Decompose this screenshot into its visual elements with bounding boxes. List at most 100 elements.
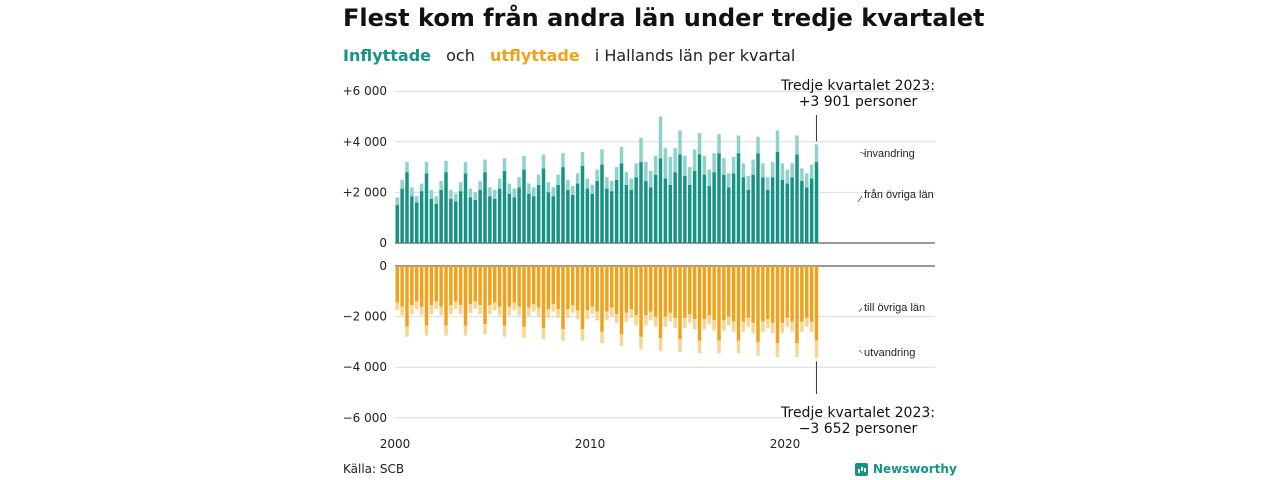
bar-to-other-counties [429, 266, 434, 306]
bar-immigration [458, 182, 463, 192]
bar-emigration [493, 302, 497, 311]
bar-immigration [527, 183, 531, 194]
bar-immigration [497, 178, 502, 189]
bar-from-other-counties [507, 193, 512, 243]
annotation-bottom-line2: −3 652 personer [799, 421, 918, 437]
bar-from-other-counties [405, 172, 409, 243]
bar-emigration [517, 306, 521, 316]
bar-to-other-counties [644, 266, 648, 316]
bar-to-other-counties [502, 266, 507, 326]
bar-to-other-counties [663, 266, 668, 317]
bar-immigration [478, 181, 482, 190]
bar-immigration [678, 130, 682, 155]
bar-to-other-counties [688, 266, 692, 315]
bar-to-other-counties [668, 266, 672, 313]
bar-immigration [395, 197, 399, 206]
bar-from-other-counties [532, 196, 536, 243]
bar-emigration [419, 306, 424, 316]
bar-from-other-counties [468, 197, 473, 243]
bar-to-other-counties [658, 266, 663, 339]
bar-immigration [541, 154, 546, 169]
subtitle-rest: i Hallands län per kvartal [594, 46, 796, 65]
bar-to-other-counties [400, 266, 404, 307]
bar-immigration [741, 163, 746, 178]
bar-to-other-counties [790, 266, 794, 322]
bar-emigration [790, 321, 794, 332]
bar-emigration [683, 317, 687, 328]
bar-immigration [532, 187, 536, 197]
bar-emigration [727, 316, 731, 326]
bar-emigration [707, 315, 711, 325]
bar-emigration [814, 340, 819, 359]
bar-emigration [775, 343, 780, 358]
bar-from-other-counties [429, 198, 434, 243]
source-label: Källa: SCB [343, 462, 405, 476]
bar-immigration [483, 159, 487, 173]
series-label: från övriga län [864, 189, 934, 201]
bar-to-other-counties [741, 266, 746, 322]
bar-immigration [683, 155, 687, 176]
bar-emigration [805, 317, 809, 327]
bar-emigration [702, 319, 707, 330]
bar-to-other-counties [517, 266, 521, 307]
bar-to-other-counties [405, 266, 409, 327]
bar-emigration [444, 325, 448, 336]
bar-immigration [595, 169, 599, 182]
bar-emigration [809, 321, 814, 332]
bar-emigration [458, 305, 463, 315]
bar-emigration [629, 309, 633, 318]
bar-to-other-counties [590, 266, 594, 307]
bar-immigration [766, 177, 770, 190]
bar-emigration [712, 320, 716, 331]
brand-logo: Newsworthy [855, 462, 957, 476]
bar-to-other-counties [629, 266, 633, 310]
bar-from-other-counties [536, 184, 541, 243]
series-label-leader [858, 349, 863, 354]
bar-emigration [619, 334, 624, 346]
bar-immigration [522, 155, 526, 170]
bar-from-other-counties [424, 173, 429, 243]
bar-from-other-counties [556, 184, 560, 243]
bar-immigration [590, 184, 594, 194]
annotation-top-line2: +3 901 personer [799, 94, 918, 110]
bar-emigration [454, 301, 458, 310]
bar-from-other-counties [688, 184, 692, 243]
y-tick-label-bottom: −2 000 [343, 310, 387, 324]
bar-to-other-counties [478, 266, 482, 306]
bar-emigration [741, 321, 746, 332]
bar-to-other-counties [712, 266, 716, 321]
bar-to-other-counties [634, 266, 638, 316]
bar-from-other-counties [722, 174, 726, 243]
bar-emigration [473, 301, 477, 310]
bar-to-other-counties [731, 266, 736, 322]
bar-to-other-counties [727, 266, 731, 317]
bar-emigration [405, 326, 409, 337]
bar-to-other-counties [449, 266, 453, 306]
brand-name: Newsworthy [873, 462, 957, 476]
series-label-leader [859, 151, 866, 155]
y-tick-label-bottom: −4 000 [343, 360, 387, 374]
bar-emigration [410, 305, 414, 315]
bar-immigration [688, 167, 692, 185]
bar-to-other-counties [756, 266, 760, 342]
bar-from-other-counties [751, 174, 755, 243]
bar-emigration [722, 320, 726, 331]
bar-from-other-counties [502, 170, 507, 243]
bar-to-other-counties [424, 266, 429, 326]
bar-from-other-counties [527, 193, 531, 243]
bar-to-other-counties [717, 266, 721, 341]
bar-immigration [571, 186, 575, 195]
bar-emigration [395, 302, 399, 311]
bar-from-other-counties [619, 163, 624, 243]
bar-emigration [634, 315, 638, 326]
bar-to-other-counties [512, 266, 516, 303]
bar-from-other-counties [717, 153, 721, 243]
bar-from-other-counties [790, 177, 794, 243]
bar-immigration [585, 178, 590, 189]
subtitle-inflow: Inflyttade [343, 46, 432, 65]
bar-immigration [610, 181, 614, 192]
bar-immigration [785, 169, 789, 184]
bar-to-other-counties [571, 266, 575, 306]
bar-to-other-counties [458, 266, 463, 306]
